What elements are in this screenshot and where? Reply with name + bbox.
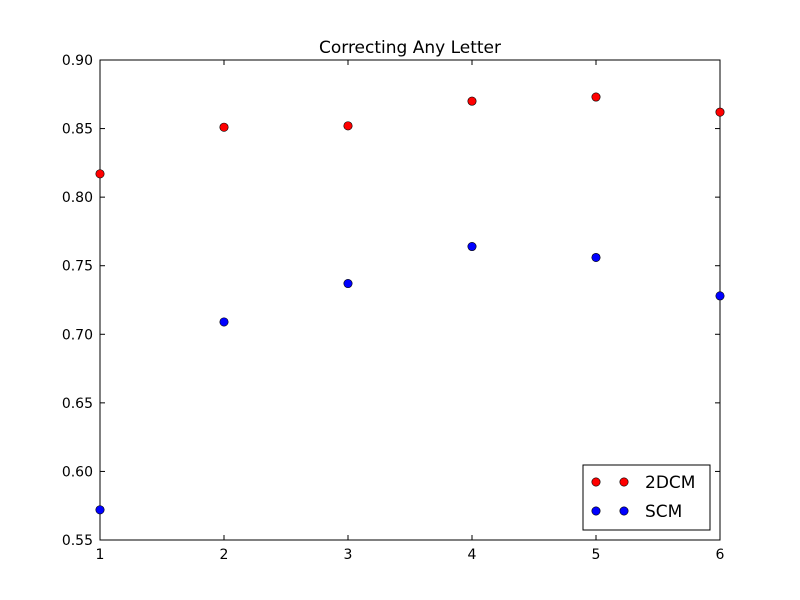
y-tick-label: 0.65 — [62, 396, 93, 412]
x-tick-label: 3 — [344, 547, 353, 563]
point-scm — [343, 279, 353, 289]
data-points — [95, 92, 725, 515]
axis-ticks: 1 2 3 4 5 6 0.55 0.60 0.65 0.70 0.75 0.80 0.85 0.90 — [62, 53, 725, 563]
legend-marker-scm — [619, 506, 629, 516]
y-tick-label: 0.85 — [62, 122, 93, 138]
point-2dcm — [715, 107, 725, 117]
x-tick-label: 4 — [468, 547, 477, 563]
point-2dcm — [219, 122, 229, 132]
x-tick-label: 6 — [716, 547, 725, 563]
point-scm — [95, 505, 105, 515]
legend-marker-2dcm — [619, 477, 629, 487]
y-tick-label: 0.90 — [62, 53, 93, 69]
legend: 2DCM SCM — [582, 464, 711, 531]
point-scm — [591, 252, 601, 262]
y-tick-label: 0.80 — [62, 190, 93, 206]
x-tick-label: 5 — [592, 547, 601, 563]
plot-area — [99, 59, 721, 541]
point-2dcm — [95, 169, 105, 179]
x-tick-label: 1 — [96, 547, 105, 563]
legend-label-scm: SCM — [645, 502, 682, 522]
chart-title: Correcting Any Letter — [319, 38, 501, 58]
legend-box — [582, 464, 711, 531]
point-2dcm — [343, 121, 353, 131]
y-tick-label: 0.55 — [62, 533, 93, 549]
point-2dcm — [591, 92, 601, 102]
y-tick-label: 0.70 — [62, 327, 93, 343]
point-2dcm — [467, 96, 477, 106]
x-tick-label: 2 — [220, 547, 229, 563]
point-scm — [467, 242, 477, 252]
y-tick-label: 0.75 — [62, 259, 93, 275]
y-tick-label: 0.60 — [62, 464, 93, 480]
legend-label-2dcm: 2DCM — [645, 473, 695, 493]
legend-marker-scm — [591, 506, 601, 516]
point-scm — [715, 291, 725, 301]
legend-marker-2dcm — [591, 477, 601, 487]
point-scm — [219, 317, 229, 327]
